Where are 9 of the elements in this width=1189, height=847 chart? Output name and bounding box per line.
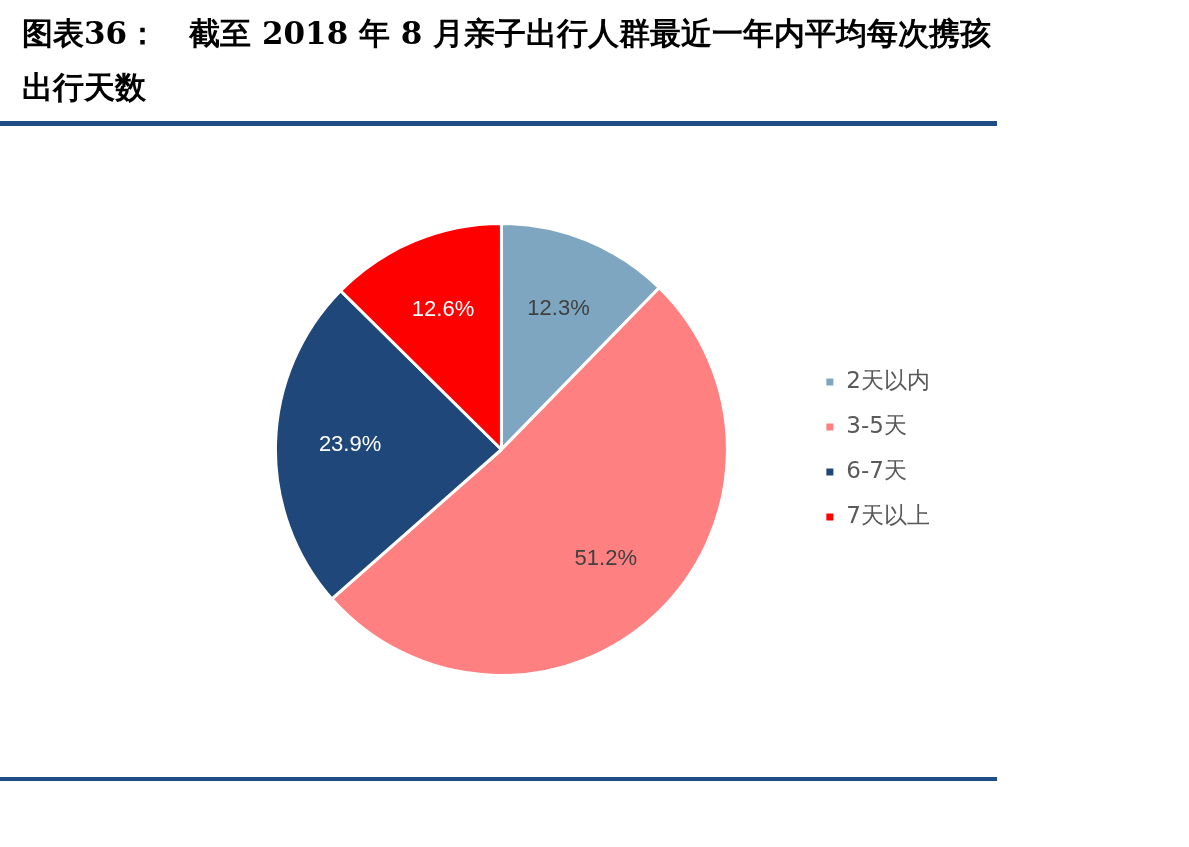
chart-title: 图表36： 截至 2018 年 8 月亲子出行人群最近一年内平均每次携孩出行天数 — [22, 14, 993, 107]
data-label: 12.6% — [411, 295, 475, 321]
legend-label: 2天以内 — [846, 366, 931, 393]
data-label: 51.2% — [574, 545, 637, 571]
data-label: 23.9% — [318, 431, 382, 457]
legend-label: 6-7天 — [846, 456, 907, 483]
data-label: 12.3% — [527, 295, 590, 321]
legend-label: 3-5天 — [846, 411, 907, 438]
legend-label: 7天以上 — [846, 501, 931, 528]
